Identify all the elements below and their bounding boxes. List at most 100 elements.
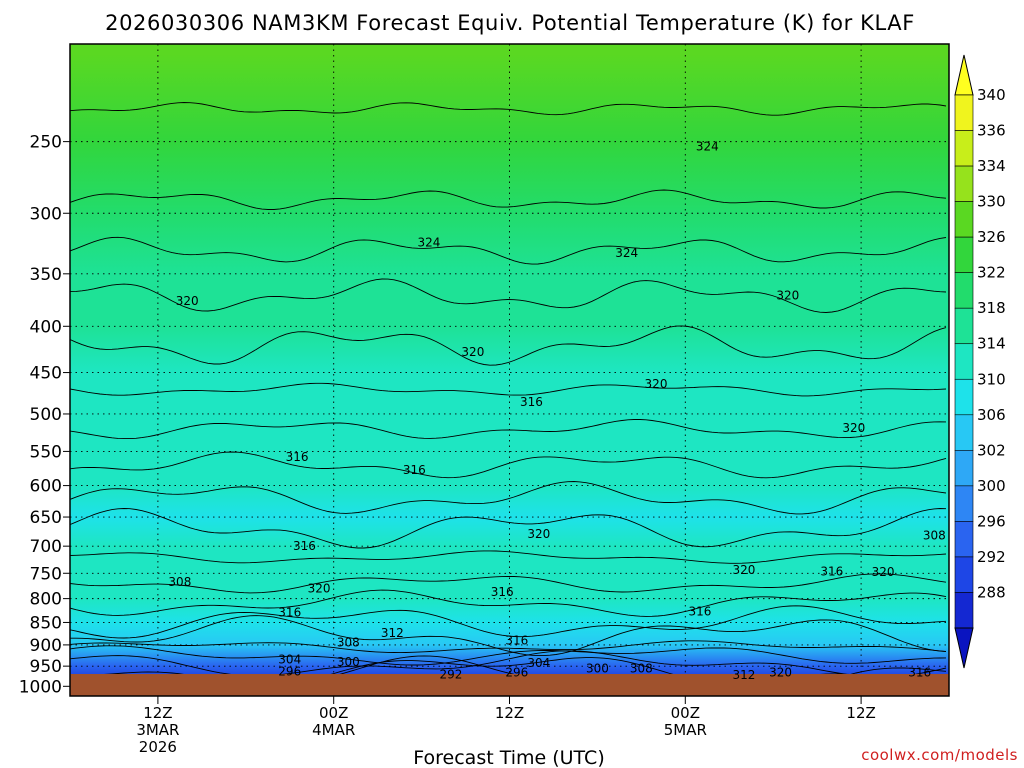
colorbar-swatch xyxy=(954,343,974,380)
contour-label: 296 xyxy=(278,664,301,678)
colorbar-label: 326 xyxy=(977,228,1006,246)
colorbar-label: 288 xyxy=(977,583,1006,601)
contour-label: 320 xyxy=(308,582,331,596)
colorbar-max-arrow xyxy=(954,54,974,96)
x-tick-label: 4MAR xyxy=(312,721,355,739)
x-tick-label: 00Z xyxy=(671,704,700,722)
contour-line xyxy=(70,605,947,639)
contour-label: 304 xyxy=(278,652,301,666)
y-tick-label: 700 xyxy=(30,537,62,557)
y-tick-label: 450 xyxy=(30,364,62,384)
y-tick-label: 350 xyxy=(30,265,62,285)
contour-label: 316 xyxy=(505,634,528,648)
colorbar-label: 336 xyxy=(977,122,1006,140)
y-tick-label: 400 xyxy=(30,317,62,337)
colorbar-swatch xyxy=(954,378,974,416)
contour-label: 316 xyxy=(688,605,711,619)
contour-label: 320 xyxy=(872,565,895,579)
x-tick-label: 3MAR xyxy=(136,721,179,739)
colorbar-swatch xyxy=(954,307,974,345)
x-tick-label: 5MAR xyxy=(664,721,707,739)
y-tick-label: 1000 xyxy=(19,677,62,697)
colorbar-label: 340 xyxy=(977,86,1006,104)
grid-horizontal xyxy=(70,141,949,687)
x-tick-label: 00Z xyxy=(319,704,348,722)
colorbar-swatch xyxy=(954,201,974,238)
colorbar-swatch xyxy=(954,521,974,558)
x-tick-label: 12Z xyxy=(495,704,524,722)
contour-line xyxy=(70,550,947,564)
contour-label: 316 xyxy=(520,395,543,409)
contour-label: 320 xyxy=(176,294,199,308)
colorbar-label: 296 xyxy=(977,512,1006,530)
contour-label: 312 xyxy=(381,626,404,640)
contour-label: 320 xyxy=(527,527,550,541)
contour-label: 308 xyxy=(337,636,360,650)
contour-label: 316 xyxy=(286,450,309,464)
colorbar-swatch xyxy=(954,130,974,167)
colorbar-label: 330 xyxy=(977,193,1006,211)
y-tick-label: 650 xyxy=(30,508,62,528)
contour-label: 320 xyxy=(776,289,799,303)
contour-line xyxy=(70,236,947,265)
x-tick-label: 12Z xyxy=(143,704,172,722)
y-axis: 250 300 350 400 450 500 550 600 650 700 750 800 850 9… xyxy=(19,133,70,697)
colorbar-label: 318 xyxy=(977,299,1006,317)
contour-line xyxy=(70,189,947,210)
contour-label: 316 xyxy=(491,585,514,599)
colorbar-swatch xyxy=(954,236,974,273)
contour-label: 332 xyxy=(29,49,52,63)
ground-surface xyxy=(70,674,949,696)
colorbar-min-arrow xyxy=(954,627,974,669)
contour-line xyxy=(70,325,947,366)
contour-label: 316 xyxy=(403,463,426,477)
colorbar-label: 306 xyxy=(977,406,1006,424)
colorbar-swatch xyxy=(954,165,974,202)
y-tick-label: 550 xyxy=(30,442,62,462)
colorbar-swatch xyxy=(954,485,974,522)
contour-labels: 332 328 324 324 324 320 320 320 320 320 316 316 316 3… xyxy=(29,49,946,682)
contour-label: 308 xyxy=(630,662,653,676)
colorbar-label: 322 xyxy=(977,264,1006,282)
plot-area: 332 328 324 324 324 320 320 320 320 320 316 316 316 3… xyxy=(29,44,949,696)
y-tick-label: 500 xyxy=(30,405,62,425)
contour-label: 316 xyxy=(820,565,843,579)
contour-line xyxy=(70,278,947,313)
contour-label: 308 xyxy=(923,528,946,542)
x-tick-label: 12Z xyxy=(846,704,875,722)
colorbar: 340 336 334 330 326 322 318 314 310 306 302 300 296 2… xyxy=(954,54,1006,669)
contour-label: 304 xyxy=(527,656,550,670)
contour-line xyxy=(70,451,947,479)
contour-line xyxy=(70,508,947,549)
contour-label: 316 xyxy=(908,665,931,679)
contour-label: 320 xyxy=(769,665,792,679)
contour-line xyxy=(70,640,947,654)
contour-label: 312 xyxy=(732,668,755,682)
y-tick-label: 250 xyxy=(30,133,62,153)
contour-line xyxy=(70,615,947,657)
contour-line xyxy=(70,650,947,678)
y-tick-label: 600 xyxy=(30,477,62,497)
contour-label: 324 xyxy=(417,235,440,249)
credit-link[interactable]: coolwx.com/models xyxy=(861,746,1018,764)
grid-vertical xyxy=(157,44,862,696)
contour-label: 300 xyxy=(337,655,360,669)
colorbar-swatch xyxy=(954,556,974,593)
contour-line xyxy=(70,573,947,594)
contour-label: 316 xyxy=(293,539,316,553)
contour-label: 292 xyxy=(439,667,462,681)
colorbar-label: 310 xyxy=(977,370,1006,388)
contour-label: 324 xyxy=(696,139,719,153)
colorbar-label: 292 xyxy=(977,548,1006,566)
y-tick-label: 300 xyxy=(30,204,62,224)
contour-line xyxy=(70,645,947,666)
y-tick-label: 800 xyxy=(30,590,62,610)
colorbar-label: 334 xyxy=(977,157,1006,175)
contour-line xyxy=(70,589,947,617)
colorbar-swatch xyxy=(954,450,974,487)
contour-label: 316 xyxy=(278,606,301,620)
contour-label: 320 xyxy=(732,563,755,577)
x-axis-label: Forecast Time (UTC) xyxy=(413,747,604,768)
